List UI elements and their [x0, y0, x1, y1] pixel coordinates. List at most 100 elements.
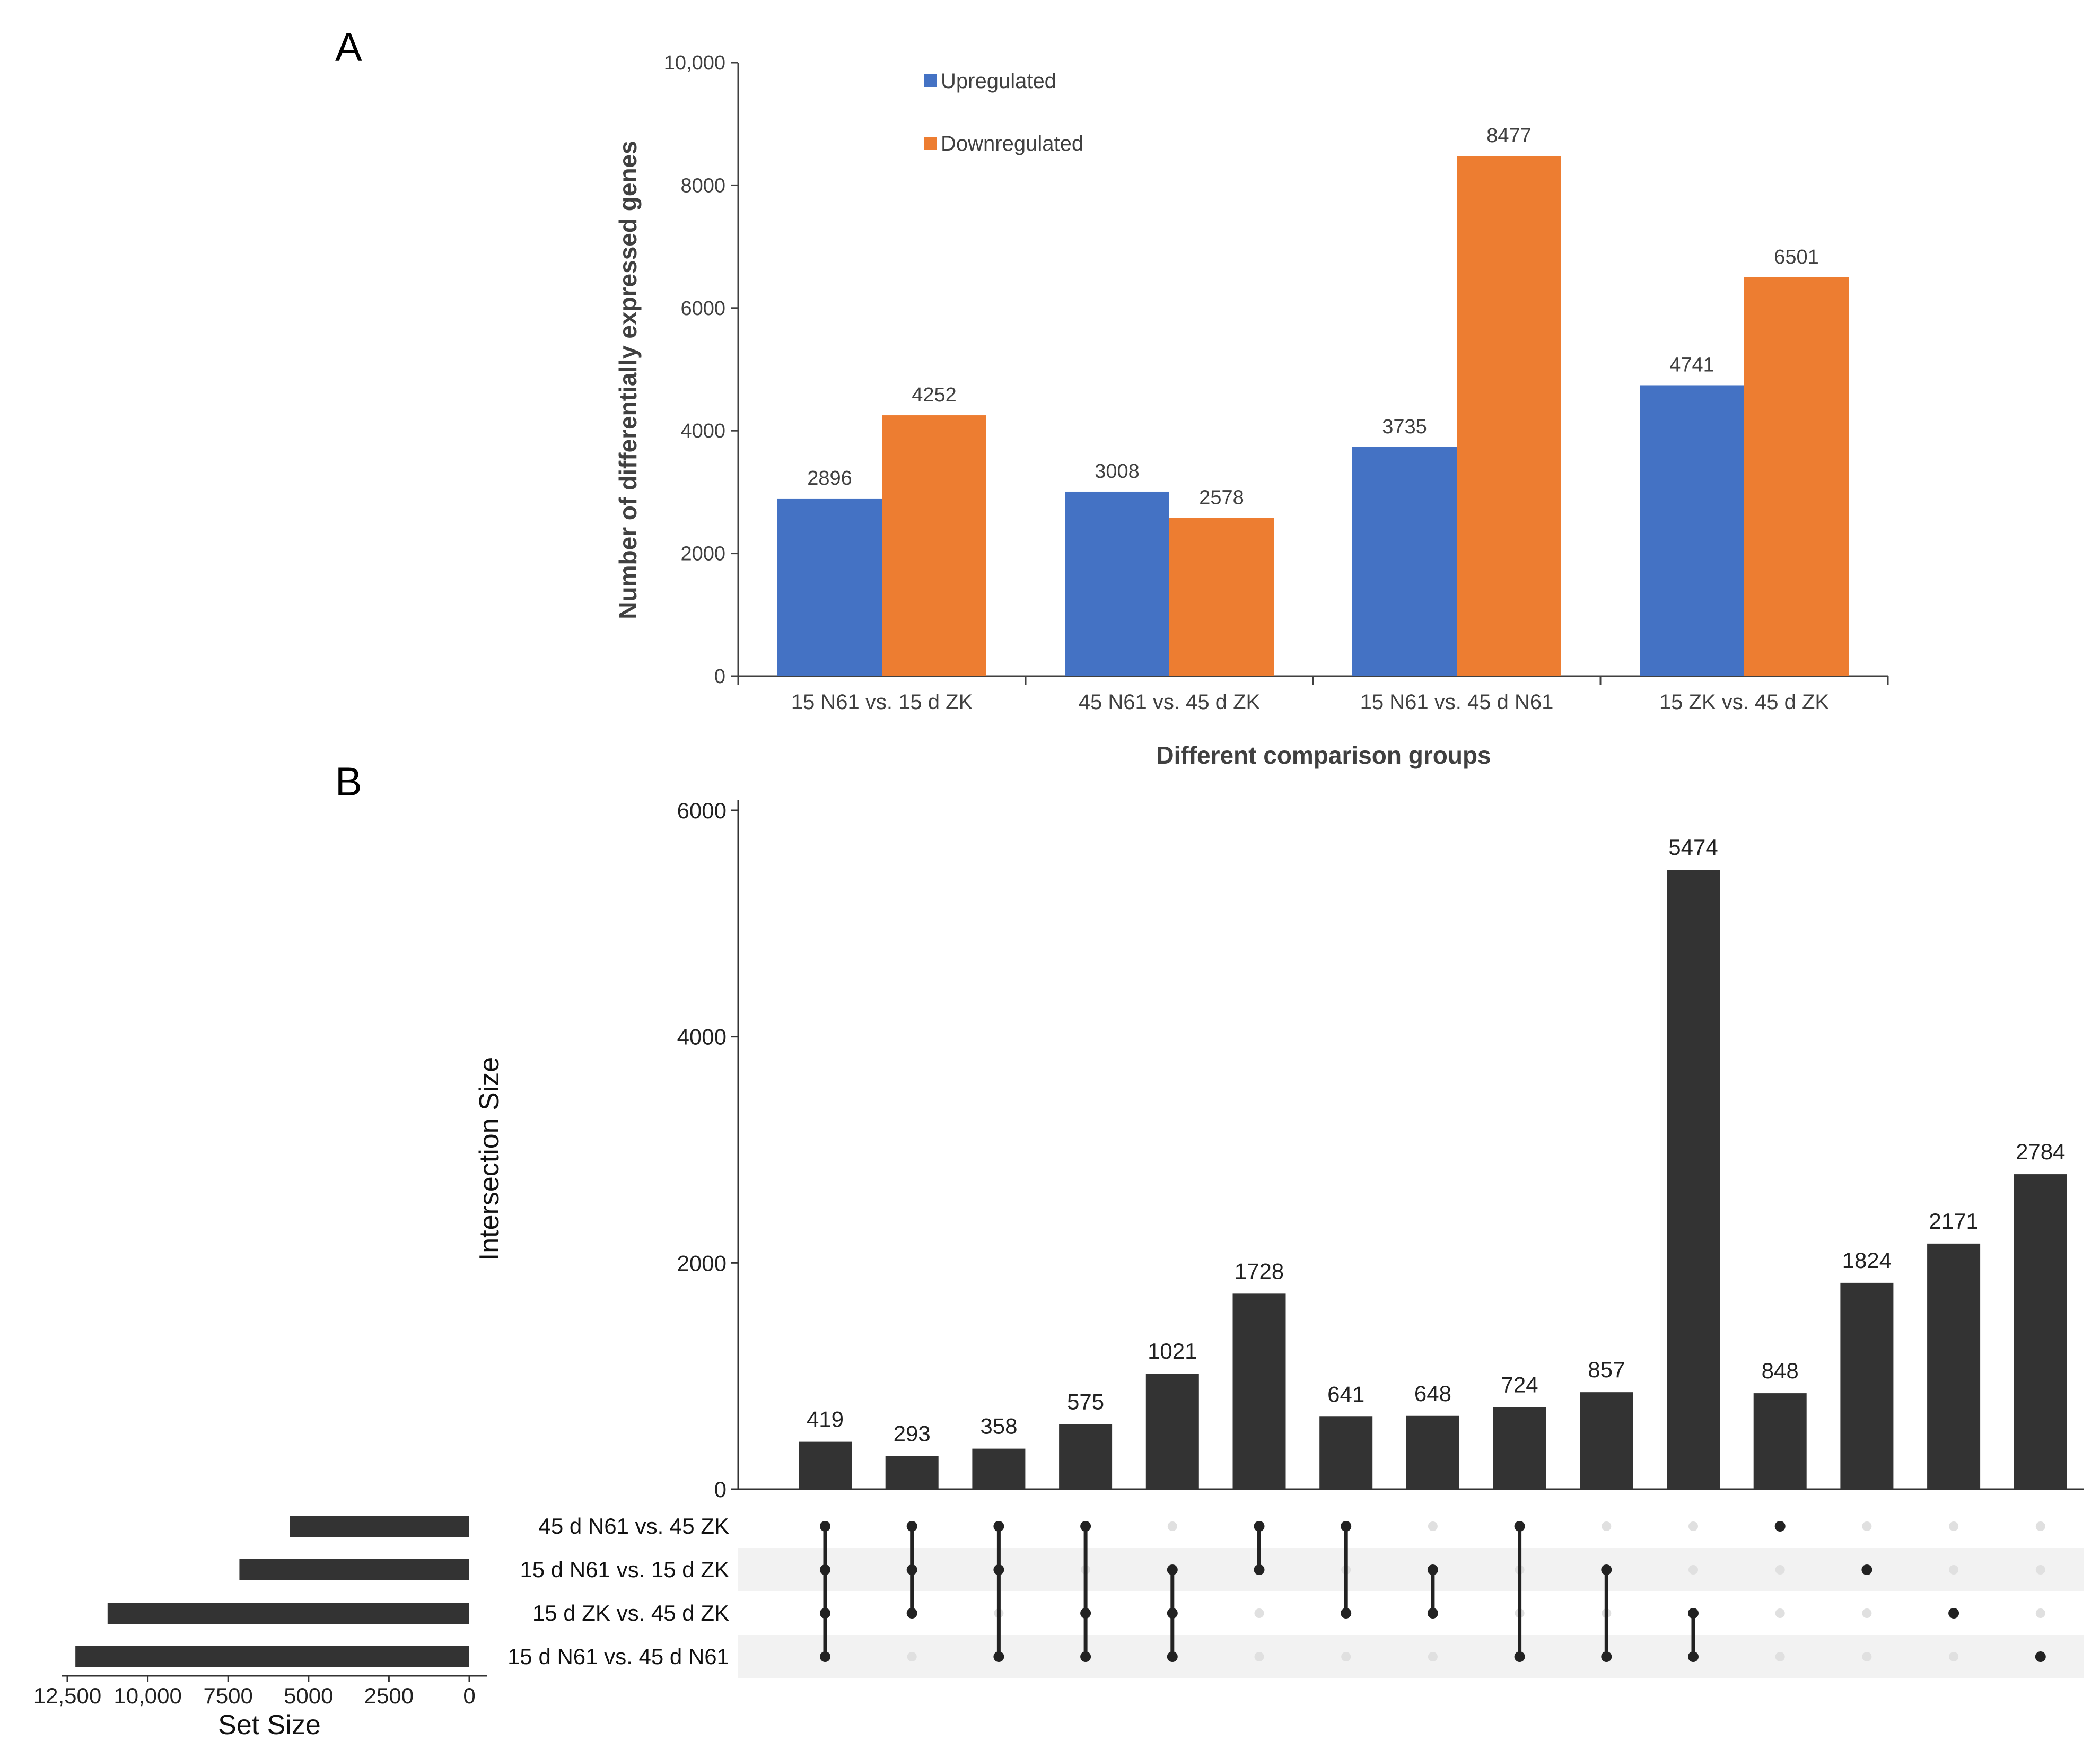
- y-tick-label: 4000: [677, 1025, 727, 1050]
- legend-swatch-downregulated: [924, 137, 937, 150]
- matrix-dot-inactive: [1949, 1565, 1959, 1575]
- matrix-dot-inactive: [907, 1652, 917, 1661]
- set-label: 45 d N61 vs. 45 ZK: [538, 1514, 729, 1538]
- y-axis-title: Number of differentially expressed genes: [614, 141, 642, 619]
- y-axis-title: Intersection Size: [474, 1057, 505, 1261]
- matrix-dot-inactive: [1254, 1608, 1264, 1618]
- y-tick-label: 10,000: [664, 52, 725, 74]
- matrix-dot-inactive: [2035, 1521, 2045, 1531]
- matrix-dot-active: [1774, 1521, 1786, 1532]
- matrix-row-band: [738, 1635, 2084, 1678]
- y-tick-label: 2000: [677, 1250, 727, 1275]
- set-size-axis-title: Set Size: [218, 1710, 321, 1741]
- matrix-dot-inactive: [1775, 1565, 1785, 1575]
- set-size-tick-label: 5000: [284, 1683, 333, 1708]
- bar-value-label: 6501: [1774, 246, 1819, 268]
- intersection-value-label: 293: [894, 1421, 931, 1446]
- legend-swatch-upregulated: [924, 74, 937, 87]
- y-tick-label: 0: [714, 1477, 727, 1502]
- bar-upregulated: [1352, 447, 1457, 676]
- matrix-dot-inactive: [1428, 1521, 1438, 1531]
- chart-b-upset: 0 2000 4000 6000 Intersection Size 419 293 358 5…: [33, 798, 2084, 1741]
- intersection-bar: [1667, 870, 1720, 1489]
- intersection-value-label: 5474: [1668, 835, 1718, 860]
- y-tick-label: 8000: [680, 174, 725, 197]
- intersection-value-label: 1728: [1235, 1258, 1284, 1283]
- bar-upregulated: [1640, 385, 1744, 676]
- intersection-bar: [2014, 1174, 2067, 1489]
- set-size-bar: [75, 1646, 469, 1667]
- matrix-dot-inactive: [1775, 1608, 1785, 1618]
- intersection-value-label: 857: [1588, 1357, 1625, 1382]
- intersection-bar: [1319, 1416, 1373, 1489]
- intersection-bar: [1493, 1407, 1546, 1489]
- panel-label-a: A: [335, 25, 362, 70]
- bar-downregulated: [1169, 518, 1274, 676]
- set-size-bar: [107, 1603, 470, 1624]
- set-size-bar: [290, 1516, 469, 1537]
- matrix-dot-inactive: [1254, 1652, 1264, 1661]
- intersection-value-label: 648: [1414, 1381, 1451, 1406]
- matrix-dot-inactive: [1862, 1521, 1872, 1531]
- intersection-value-label: 724: [1501, 1372, 1538, 1397]
- x-category-label: 15 N61 vs. 45 d N61: [1360, 690, 1554, 714]
- matrix-dot-inactive: [1949, 1652, 1959, 1661]
- matrix-dot-inactive: [1862, 1608, 1872, 1618]
- bar-value-label: 4252: [912, 384, 957, 406]
- intersection-bar: [1753, 1393, 1807, 1489]
- bar-value-label: 3735: [1382, 416, 1427, 438]
- intersection-value-label: 2171: [1929, 1209, 1978, 1234]
- matrix-dot-inactive: [1688, 1521, 1698, 1531]
- matrix-dot-inactive: [1949, 1521, 1959, 1531]
- x-axis-title: Different comparison groups: [1156, 741, 1491, 769]
- set-size-tick-label: 2500: [364, 1683, 414, 1708]
- intersection-bar: [1840, 1282, 1894, 1489]
- bar-value-label: 2578: [1199, 487, 1244, 509]
- matrix-dot-active: [1861, 1564, 1872, 1575]
- matrix-dot-inactive: [1688, 1565, 1698, 1575]
- set-size-tick-label: 0: [463, 1683, 475, 1708]
- bar-downregulated: [1457, 156, 1561, 677]
- intersection-bar: [799, 1441, 852, 1489]
- matrix-row-band: [738, 1548, 2084, 1591]
- intersection-bar: [1059, 1424, 1113, 1489]
- intersection-value-label: 358: [980, 1414, 1017, 1439]
- intersection-value-label: 848: [1762, 1358, 1799, 1383]
- intersection-value-label: 575: [1067, 1389, 1104, 1414]
- y-tick-label: 0: [714, 666, 725, 688]
- set-size-tick-label: 10,000: [113, 1683, 181, 1708]
- matrix-dot-inactive: [1167, 1521, 1177, 1531]
- bar-downregulated: [1744, 277, 1849, 676]
- x-category-label: 15 N61 vs. 15 d ZK: [791, 690, 973, 714]
- y-tick-label: 2000: [680, 543, 725, 565]
- matrix-dot-inactive: [1862, 1652, 1872, 1661]
- chart-a: 0 2000 4000 6000 8000 10,000 15 N61 vs. 15 d Z…: [614, 52, 1889, 769]
- legend-label-downregulated: Downregulated: [941, 132, 1083, 155]
- intersection-bar: [885, 1456, 939, 1489]
- bar-value-label: 4741: [1669, 354, 1714, 376]
- intersection-value-label: 1021: [1148, 1339, 1197, 1363]
- set-size-tick-label: 12,500: [33, 1683, 101, 1708]
- intersection-bar: [1145, 1374, 1199, 1489]
- bar-upregulated: [777, 498, 882, 676]
- bar-value-label: 2896: [807, 467, 852, 489]
- set-size-bar: [239, 1559, 469, 1580]
- matrix-dot-inactive: [2035, 1608, 2045, 1618]
- y-tick-label: 6000: [680, 298, 725, 320]
- set-size-tick-label: 7500: [203, 1683, 252, 1708]
- x-category-label: 45 N61 vs. 45 d ZK: [1079, 690, 1261, 714]
- bar-value-label: 8477: [1486, 125, 1532, 147]
- matrix-dot-active: [1948, 1608, 1959, 1619]
- intersection-value-label: 2784: [2016, 1139, 2065, 1164]
- panel-label-b: B: [335, 759, 362, 804]
- intersection-value-label: 419: [807, 1407, 844, 1432]
- matrix-dot-inactive: [1775, 1652, 1785, 1661]
- bar-upregulated: [1065, 491, 1169, 676]
- matrix-dot-active: [2035, 1651, 2046, 1662]
- legend-label-upregulated: Upregulated: [941, 69, 1056, 93]
- bar-downregulated: [882, 415, 986, 676]
- y-tick-label: 4000: [680, 420, 725, 442]
- intersection-bar: [1232, 1293, 1286, 1489]
- x-category-label: 15 ZK vs. 45 d ZK: [1659, 690, 1829, 714]
